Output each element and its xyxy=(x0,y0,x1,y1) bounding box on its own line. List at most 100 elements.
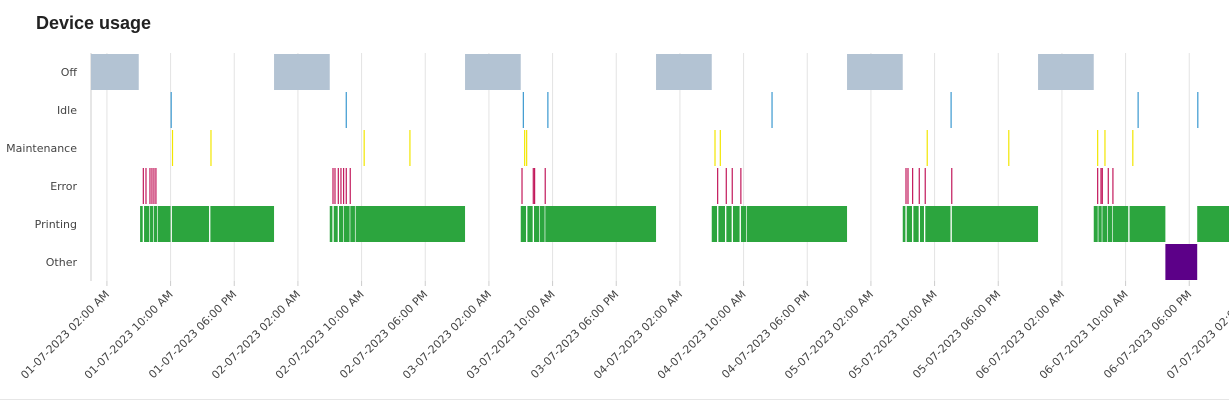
state-bar xyxy=(332,168,334,204)
state-bar xyxy=(1101,168,1103,204)
state-bar xyxy=(950,92,952,128)
state-bar xyxy=(902,206,906,242)
state-bar xyxy=(740,168,742,204)
state-bar xyxy=(1097,130,1099,166)
state-bar xyxy=(521,168,523,204)
state-bar xyxy=(951,168,953,204)
state-bar xyxy=(1093,206,1098,242)
state-bar xyxy=(1112,206,1129,242)
state-bar xyxy=(520,206,527,242)
state-bar xyxy=(746,206,848,242)
state-bar xyxy=(913,206,919,242)
state-bar xyxy=(1038,54,1094,90)
state-bar xyxy=(539,206,545,242)
state-bar xyxy=(343,168,345,204)
state-bar xyxy=(144,206,150,242)
state-bar xyxy=(527,206,533,242)
state-bar xyxy=(345,168,347,204)
state-bar xyxy=(906,206,913,242)
state-bar xyxy=(363,130,365,166)
state-bar xyxy=(951,206,1039,242)
y-tick-label: Idle xyxy=(57,104,77,117)
state-bar xyxy=(912,168,914,204)
state-bar xyxy=(725,168,727,204)
y-tick-label: Error xyxy=(50,180,77,193)
state-bar xyxy=(924,168,926,204)
state-bar xyxy=(1129,206,1166,242)
state-bar xyxy=(718,206,726,242)
y-tick-label: Off xyxy=(61,66,78,79)
state-bar xyxy=(91,54,139,90)
state-bar xyxy=(149,168,151,204)
state-bar xyxy=(340,168,342,204)
state-bar xyxy=(142,168,144,204)
state-bar xyxy=(334,168,336,204)
state-bar xyxy=(350,206,355,242)
state-bar xyxy=(329,206,333,242)
state-bar xyxy=(157,206,171,242)
state-bar xyxy=(656,54,712,90)
state-bar xyxy=(711,206,718,242)
state-bar xyxy=(140,206,143,242)
state-bar xyxy=(717,168,719,204)
state-bar xyxy=(524,130,526,166)
state-bar xyxy=(337,168,339,204)
y-tick-label: Printing xyxy=(35,218,77,231)
state-bar xyxy=(1112,168,1114,204)
state-bar xyxy=(1104,130,1106,166)
state-bar xyxy=(847,54,903,90)
state-bar xyxy=(170,92,172,128)
state-bar xyxy=(731,168,733,204)
state-bar xyxy=(171,206,210,242)
state-bar xyxy=(339,206,344,242)
state-bar xyxy=(522,92,524,128)
state-bar xyxy=(919,206,924,242)
state-bar xyxy=(345,92,347,128)
y-tick-label: Other xyxy=(46,256,78,269)
state-bar xyxy=(771,92,773,128)
state-bar xyxy=(153,168,155,204)
state-bar xyxy=(918,168,920,204)
state-bar xyxy=(333,206,338,242)
state-bar xyxy=(1197,206,1229,242)
state-bar xyxy=(1098,206,1102,242)
state-bar xyxy=(171,130,174,166)
state-bar xyxy=(1132,130,1134,166)
state-bar xyxy=(465,54,521,90)
state-bar xyxy=(154,206,158,242)
state-bar xyxy=(534,206,540,242)
state-bar xyxy=(740,206,747,242)
state-bar xyxy=(1102,206,1108,242)
state-bar xyxy=(545,206,657,242)
state-bar xyxy=(349,168,351,204)
state-bar xyxy=(1107,168,1109,204)
state-bar xyxy=(409,130,411,166)
state-bar xyxy=(355,206,466,242)
state-bar xyxy=(151,168,153,204)
state-bar xyxy=(210,206,275,242)
state-bar xyxy=(145,168,147,204)
state-bar xyxy=(714,130,716,166)
state-bar xyxy=(1008,130,1010,166)
state-bar xyxy=(526,130,528,166)
state-bar xyxy=(926,130,928,166)
state-bar xyxy=(907,168,909,204)
state-bar xyxy=(155,168,157,204)
state-bar xyxy=(1100,168,1102,204)
chart-title: Device usage xyxy=(36,13,151,33)
state-bar xyxy=(732,206,740,242)
state-bar xyxy=(1197,92,1199,128)
state-bar xyxy=(547,92,549,128)
state-bar xyxy=(343,206,350,242)
state-bar xyxy=(210,130,212,166)
state-bar xyxy=(532,168,534,204)
state-bar xyxy=(544,168,546,204)
state-bar xyxy=(925,206,951,242)
state-bar xyxy=(534,168,536,204)
state-bar xyxy=(1107,206,1113,242)
state-bar xyxy=(1165,244,1198,280)
state-bar xyxy=(726,206,732,242)
state-bar xyxy=(150,206,154,242)
state-bar xyxy=(1137,92,1139,128)
